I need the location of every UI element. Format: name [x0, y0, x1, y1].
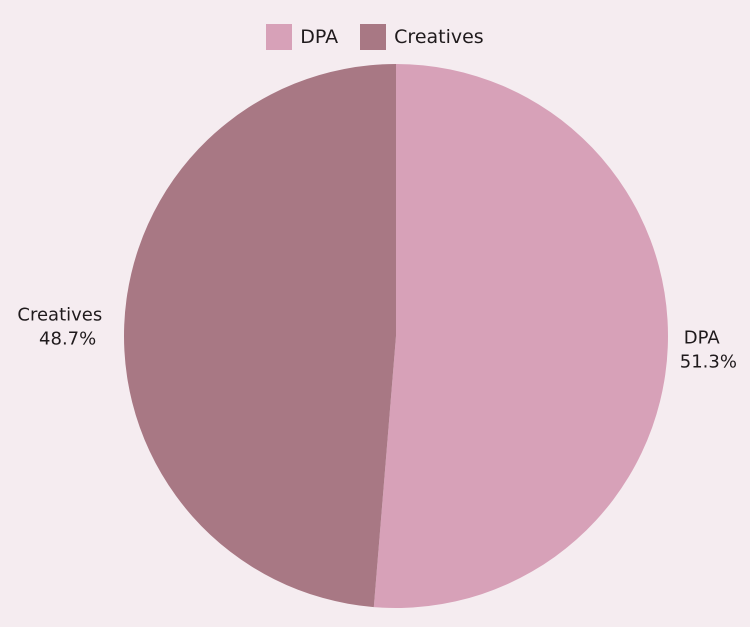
- legend-label-dpa: DPA: [300, 26, 339, 48]
- slice-label-dpa: DPA: [684, 328, 721, 349]
- slice-label-creatives: Creatives: [17, 304, 102, 325]
- pie-slice-dpa[interactable]: [373, 64, 668, 608]
- legend-swatch-dpa: [266, 24, 293, 50]
- pie-slice-creatives[interactable]: [123, 64, 396, 608]
- chart-legend: DPA Creatives: [0, 24, 750, 50]
- slice-value-creatives: 48.7%: [39, 328, 96, 349]
- legend-item-dpa[interactable]: DPA: [266, 24, 338, 50]
- legend-label-creatives: Creatives: [394, 26, 484, 48]
- legend-item-creatives[interactable]: Creatives: [360, 24, 484, 50]
- legend-swatch-creatives: [360, 24, 387, 50]
- slice-value-dpa: 51.3%: [680, 352, 737, 373]
